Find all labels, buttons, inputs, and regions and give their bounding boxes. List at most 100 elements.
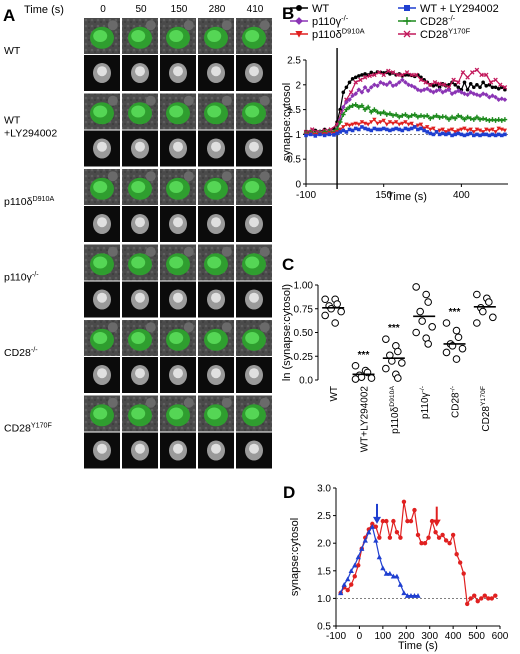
data-point	[409, 113, 415, 118]
data-point	[375, 121, 380, 126]
row-label-5: CD28Y170F	[4, 421, 52, 434]
data-point	[378, 111, 383, 116]
data-point	[403, 112, 408, 117]
data-point	[440, 532, 445, 538]
data-point	[313, 134, 318, 138]
x-tick-label: 300	[421, 631, 438, 642]
cell-green-core	[131, 332, 146, 344]
data-point	[443, 88, 449, 94]
cell-green-core	[169, 181, 184, 193]
data-point	[486, 596, 491, 601]
data-point	[493, 593, 498, 598]
group-5: CD28Y170F	[473, 290, 497, 432]
image-tile-green-r1-c4	[236, 93, 272, 130]
y-tick-label: 2.0	[317, 539, 331, 550]
cell-neighbor	[107, 246, 118, 257]
data-point	[490, 85, 495, 90]
data-point	[483, 117, 489, 122]
data-point	[465, 92, 470, 98]
x-tick-label: 200	[398, 631, 415, 642]
data-point	[381, 126, 386, 131]
data-point	[427, 116, 433, 121]
cell-neighbor	[183, 397, 194, 408]
significance-label: ***	[388, 323, 400, 334]
data-point	[412, 328, 420, 337]
cell-neighbor	[107, 20, 118, 31]
cell-green-core	[207, 256, 222, 269]
y-tick-label: 0.5	[287, 155, 301, 166]
cell-gray-core	[249, 443, 259, 454]
data-point	[472, 593, 477, 598]
image-tile-green-r2-c2	[160, 169, 196, 205]
data-point	[440, 127, 445, 132]
data-point	[337, 119, 343, 125]
data-point	[405, 518, 410, 524]
data-point	[345, 587, 350, 593]
data-point	[462, 80, 467, 85]
data-point	[418, 317, 426, 325]
data-point	[483, 92, 489, 98]
data-point	[412, 283, 420, 291]
data-point	[375, 83, 380, 89]
cell-green-core	[169, 256, 184, 269]
data-point	[409, 126, 414, 131]
cell-gray-core	[211, 368, 221, 379]
data-point	[419, 541, 424, 546]
cell-gray-core	[249, 292, 259, 303]
legend-label-2: p110γ-/-	[312, 14, 349, 28]
series-1	[338, 524, 421, 598]
data-point	[398, 359, 406, 367]
data-point	[444, 132, 448, 137]
cell-green-core	[131, 181, 146, 193]
data-point	[456, 80, 461, 85]
data-point	[428, 127, 433, 132]
data-point	[446, 117, 452, 122]
data-point	[493, 130, 498, 135]
cell-gray-core	[173, 368, 183, 379]
cell-green-core	[93, 181, 108, 193]
y-axis-label: ln (synapse:cytosol)	[281, 284, 293, 381]
data-point	[365, 122, 371, 127]
cell-green-core	[245, 256, 260, 269]
image-tile-green-r2-c1	[122, 169, 158, 205]
cell-green-core	[93, 105, 108, 118]
data-point	[350, 93, 355, 99]
data-point	[490, 127, 495, 132]
data-point	[390, 573, 397, 579]
data-point	[456, 128, 461, 133]
data-point	[421, 126, 427, 131]
data-point	[487, 94, 492, 100]
legend-label-0: WT	[312, 3, 329, 15]
arrow-head	[373, 516, 381, 524]
data-point	[372, 82, 377, 88]
data-point	[360, 125, 364, 129]
cell-neighbor	[221, 20, 232, 31]
data-point	[398, 535, 403, 540]
cell-neighbor	[259, 95, 270, 106]
data-point	[461, 571, 466, 576]
cell-gray-core	[135, 217, 145, 228]
image-tile-green-r0-c2	[160, 18, 196, 54]
cell-neighbor	[107, 397, 118, 408]
data-point	[427, 88, 433, 94]
group-1: *** WT+LY294002	[351, 350, 376, 452]
data-point	[447, 541, 452, 546]
data-point	[412, 112, 418, 117]
data-point	[376, 70, 382, 75]
data-point	[475, 132, 479, 137]
cell-neighbor	[221, 322, 232, 333]
image-tile-gray-r2-c1	[122, 206, 158, 242]
data-point	[362, 537, 368, 543]
cell-green-core	[207, 407, 222, 420]
image-tile-gray-r1-c3	[198, 130, 234, 167]
data-point	[333, 300, 341, 308]
data-point	[357, 74, 361, 78]
data-point	[428, 82, 433, 88]
data-point	[468, 127, 473, 132]
data-point	[437, 115, 442, 120]
cell-neighbor	[259, 322, 270, 333]
data-point	[418, 77, 424, 83]
data-point	[347, 127, 352, 132]
series-0	[304, 70, 507, 134]
cell-gray-core	[97, 368, 107, 379]
